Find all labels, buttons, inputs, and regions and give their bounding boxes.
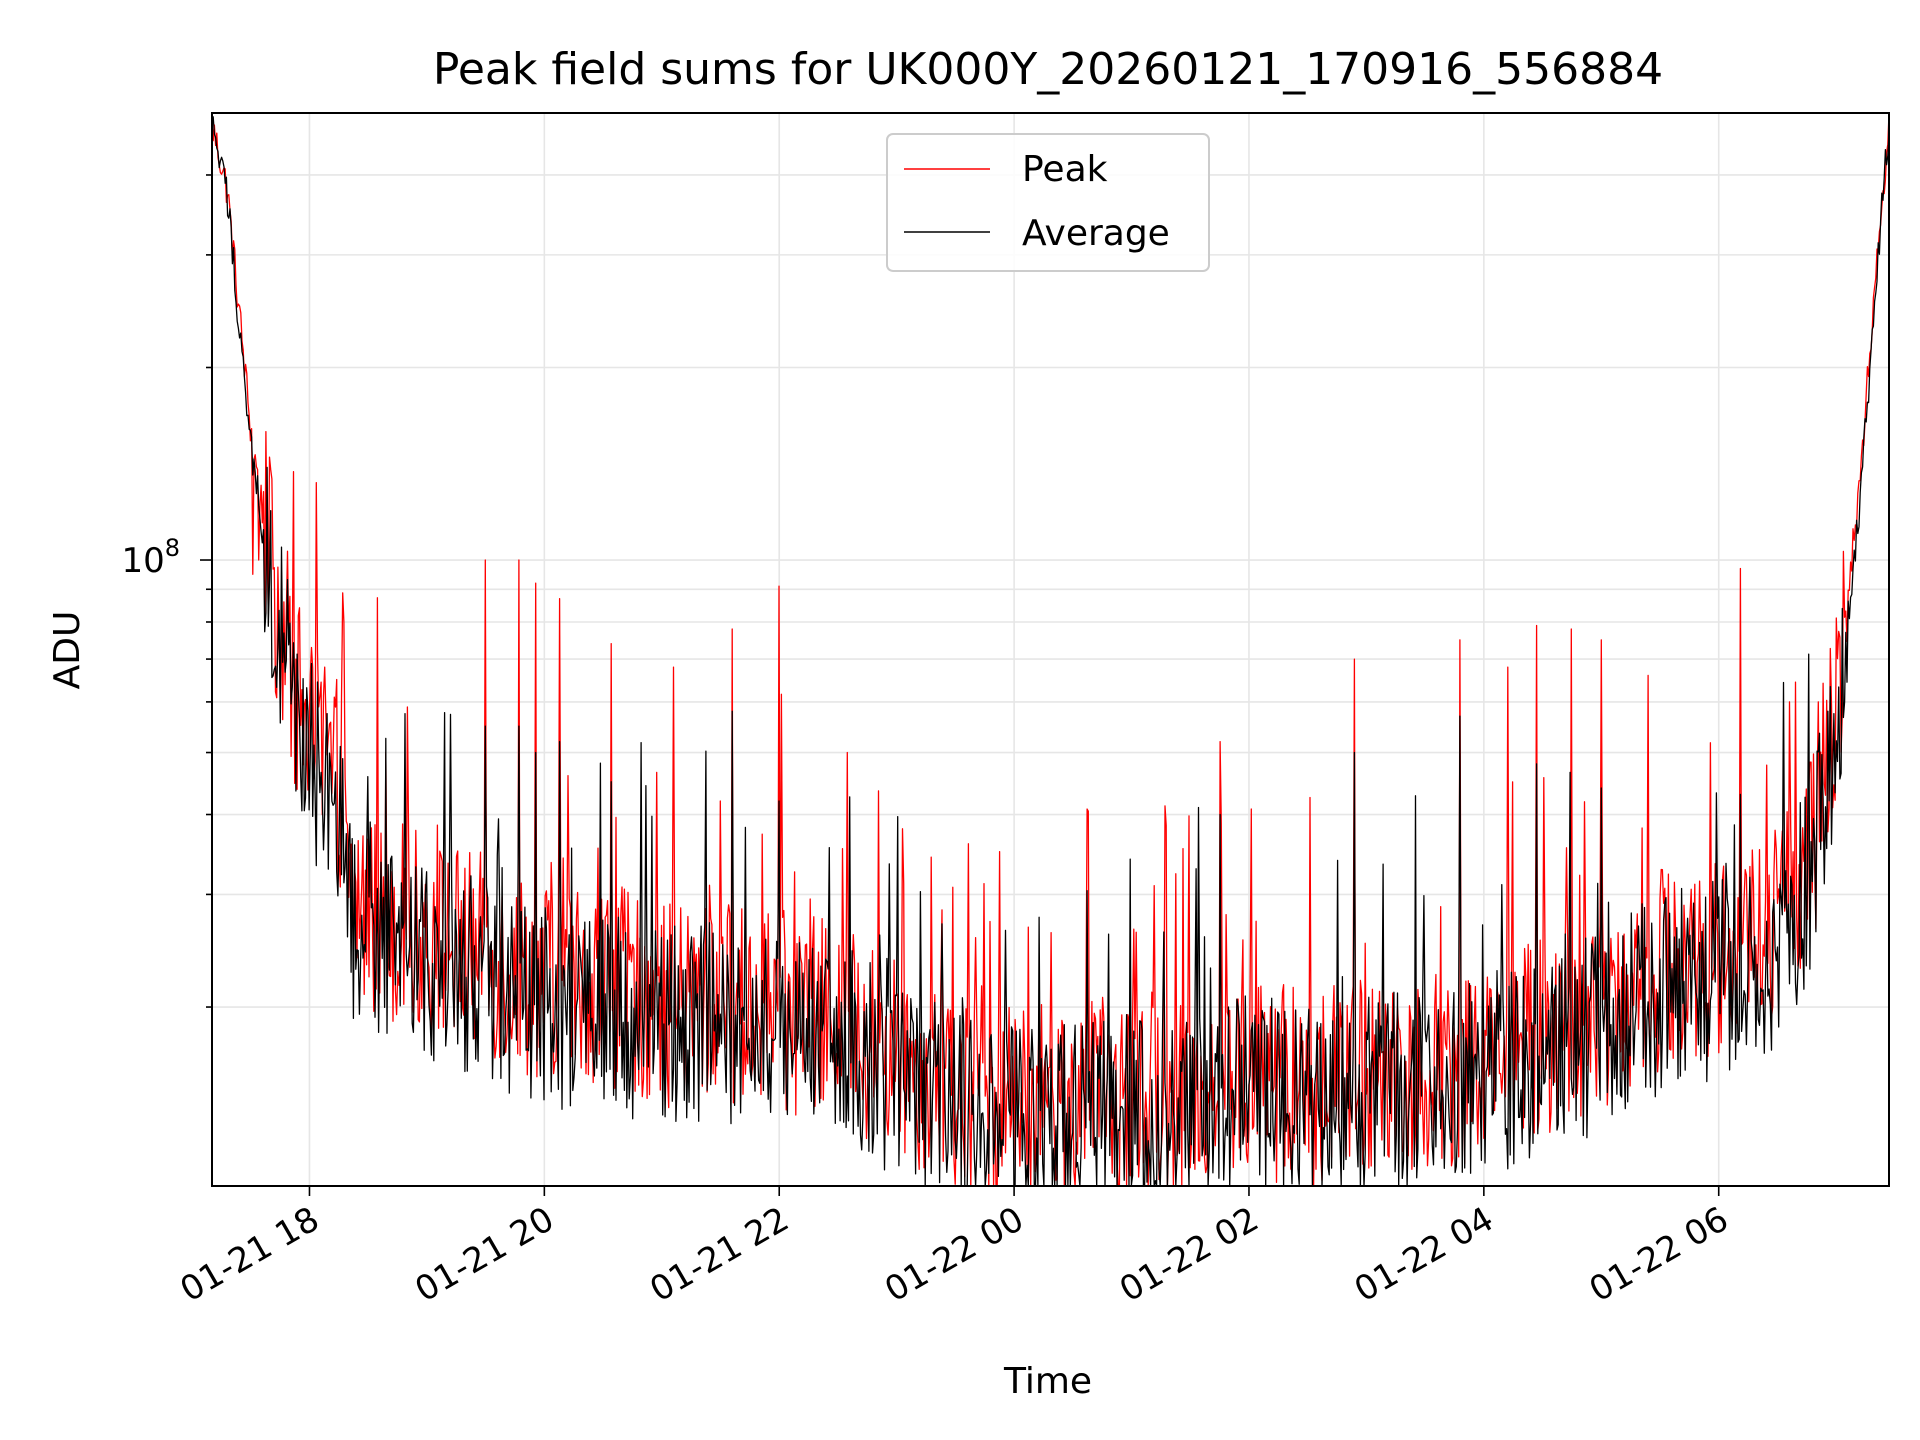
legend-label-peak: Peak <box>1022 149 1108 190</box>
legend-label-average: Average <box>1022 213 1170 254</box>
plot-lines <box>211 112 1890 1187</box>
x-axis-label: Time <box>1003 1361 1092 1402</box>
y-tick-label-1e8: 108 <box>121 534 180 581</box>
legend: Peak Average <box>886 133 1210 272</box>
plot-frame <box>211 112 1890 1187</box>
y-axis-label: ADU <box>47 611 88 690</box>
series-line-average <box>211 115 1890 1187</box>
chart-title: Peak field sums for UK000Y_20260121_1709… <box>433 44 1663 95</box>
